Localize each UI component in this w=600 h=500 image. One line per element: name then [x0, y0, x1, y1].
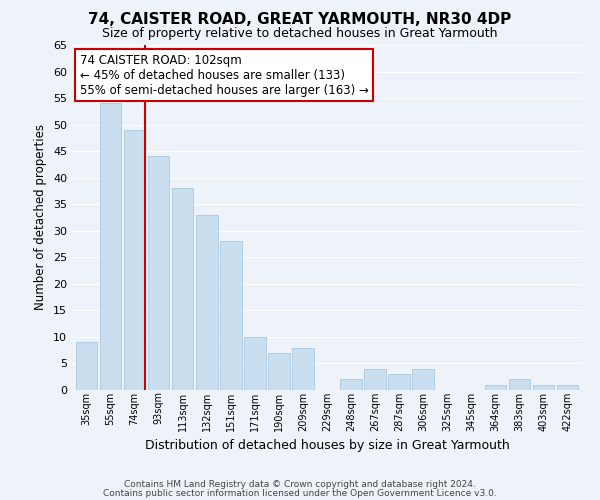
- Bar: [340, 380, 362, 390]
- Bar: [509, 380, 530, 390]
- Y-axis label: Number of detached properties: Number of detached properties: [34, 124, 47, 310]
- Text: 74, CAISTER ROAD, GREAT YARMOUTH, NR30 4DP: 74, CAISTER ROAD, GREAT YARMOUTH, NR30 4…: [88, 12, 512, 28]
- Bar: [124, 130, 145, 390]
- Bar: [364, 369, 386, 390]
- Text: Size of property relative to detached houses in Great Yarmouth: Size of property relative to detached ho…: [102, 28, 498, 40]
- Bar: [100, 104, 121, 390]
- Text: Contains HM Land Registry data © Crown copyright and database right 2024.: Contains HM Land Registry data © Crown c…: [124, 480, 476, 489]
- Bar: [412, 369, 434, 390]
- Bar: [148, 156, 169, 390]
- Bar: [268, 353, 290, 390]
- X-axis label: Distribution of detached houses by size in Great Yarmouth: Distribution of detached houses by size …: [145, 439, 509, 452]
- Bar: [292, 348, 314, 390]
- Bar: [557, 384, 578, 390]
- Bar: [533, 384, 554, 390]
- Bar: [388, 374, 410, 390]
- Bar: [172, 188, 193, 390]
- Text: Contains public sector information licensed under the Open Government Licence v3: Contains public sector information licen…: [103, 488, 497, 498]
- Bar: [76, 342, 97, 390]
- Text: 74 CAISTER ROAD: 102sqm
← 45% of detached houses are smaller (133)
55% of semi-d: 74 CAISTER ROAD: 102sqm ← 45% of detache…: [80, 54, 368, 96]
- Bar: [220, 242, 242, 390]
- Bar: [485, 384, 506, 390]
- Bar: [244, 337, 266, 390]
- Bar: [196, 215, 218, 390]
